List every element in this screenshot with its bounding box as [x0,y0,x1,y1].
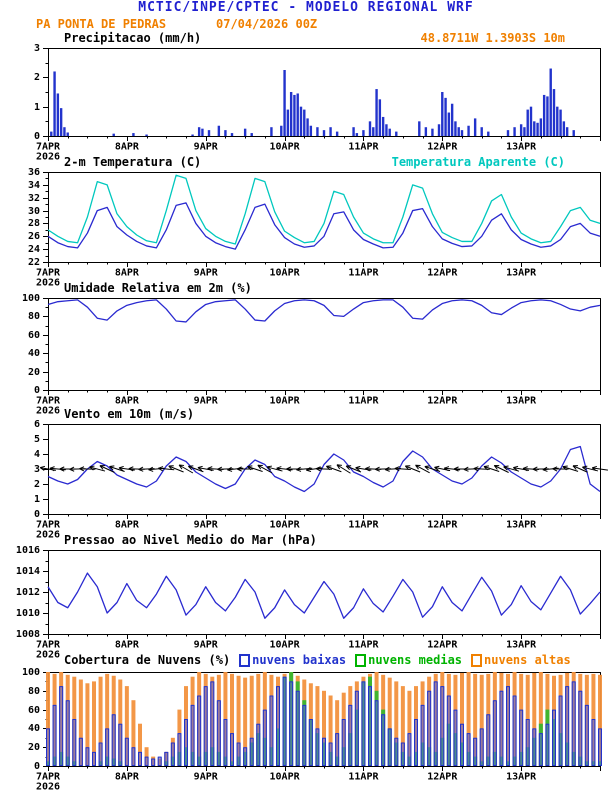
legend-label-high-clouds: nuvens altas [484,653,571,667]
panel-title-wind: Vento em 10m (m/s) [64,407,195,421]
station-name: PA PONTA DE PEDRAS [36,17,167,31]
panel-title-cloud-cover: Cobertura de Nuvens (%) [64,653,231,667]
legend-label-mid-clouds: nuvens medias [368,653,463,667]
mid-clouds-swatch-icon [355,653,367,667]
page-title: MCTIC/INPE/CPTEC - MODELO REGIONAL WRF [138,0,474,15]
cloud-cover-legend: Cobertura de Nuvens (%) nuvens baixas nu… [64,653,571,667]
low-clouds-swatch-icon [239,653,251,667]
legend-item-high-clouds: nuvens altas [471,653,571,667]
apparent-temperature-label: Temperatura Aparente (C) [391,155,565,169]
legend-label-low-clouds: nuvens baixas [252,653,347,667]
panel-title-precipitation: Precipitacao (mm/h) [64,31,202,45]
legend-item-low-clouds: nuvens baixas [239,653,346,667]
panel-title-humidity: Umidade Relativa em 2m (%) [64,281,252,295]
location-coordinates: 48.8711W 1.3903S 10m [420,31,566,45]
panel-title-pressure: Pressao ao Nivel Medio do Mar (hPa) [64,533,317,547]
legend-item-mid-clouds: nuvens medias [355,653,462,667]
run-datetime: 07/04/2026 00Z [216,17,318,31]
high-clouds-swatch-icon [471,653,483,667]
panel-title-temperature: 2-m Temperatura (C) [64,155,202,169]
